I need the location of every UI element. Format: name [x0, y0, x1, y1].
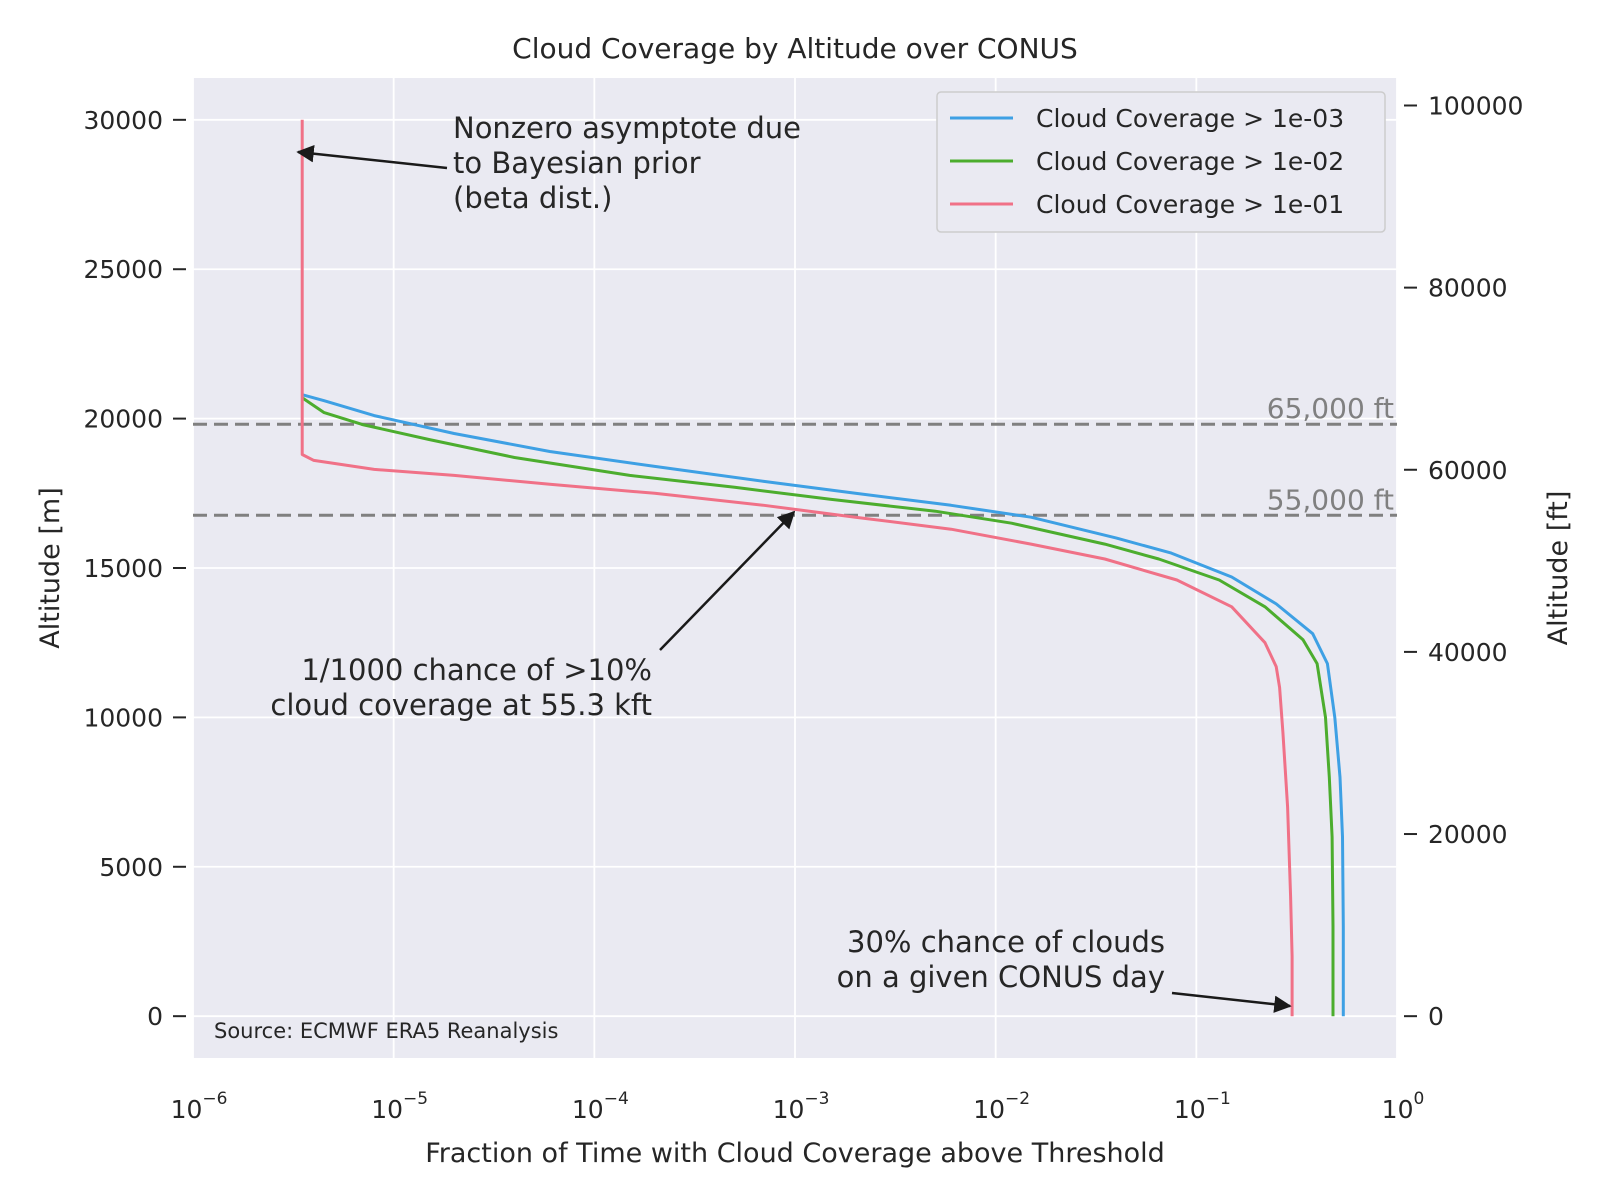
source-note: Source: ECMWF ERA5 Reanalysis: [214, 1019, 558, 1043]
x-tick-base: 10: [572, 1095, 604, 1124]
x-tick-base: 10: [973, 1095, 1005, 1124]
y-tick-label: 30000: [83, 106, 163, 135]
reference-line-label: 55,000 ft: [1267, 483, 1394, 516]
x-tick-label: 10−6: [171, 1089, 228, 1124]
x-axis-title: Fraction of Time with Cloud Coverage abo…: [425, 1138, 1165, 1169]
y-axis-right-title: Altitude [ft]: [1543, 491, 1574, 646]
y-tick-label: 25000: [83, 255, 163, 284]
series-line: [301, 396, 1335, 1017]
x-tick-base: 10: [171, 1095, 203, 1124]
y-right-tick-label: 0: [1428, 1002, 1444, 1031]
x-tick-label: 10−2: [973, 1089, 1030, 1124]
annotation-line: cloud coverage at 55.3 kft: [270, 688, 652, 722]
series-lines: [300, 119, 1345, 1017]
y-tick-label: 15000: [83, 554, 163, 583]
annotation-line: 1/1000 chance of >10%: [301, 653, 652, 687]
y-tick-label: 20000: [83, 405, 163, 434]
annotation-arrow: [659, 510, 796, 651]
series-line: [301, 393, 1345, 1017]
x-tick-exponent: −6: [202, 1089, 227, 1109]
series-line: [300, 119, 1294, 1017]
annotation-text: 30% chance of clouds on a given CONUS day: [837, 925, 1165, 994]
y-tick-label: 0: [147, 1002, 163, 1031]
annotations: 65,000 ft 55,000 ft Nonzero asymptote due t…: [270, 111, 1394, 1013]
y-right-tick-label: 60000: [1428, 456, 1508, 485]
y-right-tick-label: 40000: [1428, 638, 1508, 667]
x-tick-exponent: −5: [403, 1089, 428, 1109]
y-tick-label: 5000: [99, 853, 163, 882]
x-tick-exponent: 0: [1413, 1089, 1424, 1109]
annotation-arrow: [296, 144, 448, 170]
x-tick-label: 10−5: [371, 1089, 428, 1124]
legend-label: Cloud Coverage > 1e-03: [1036, 104, 1344, 133]
reference-line-label: 65,000 ft: [1267, 392, 1394, 425]
y-right-tick-label: 80000: [1428, 274, 1508, 303]
x-tick-base: 10: [1174, 1095, 1206, 1124]
annotation-text: Nonzero asymptote due to Bayesian prior (b…: [453, 111, 801, 215]
y-tick-label: 10000: [83, 703, 163, 732]
x-tick-label: 10−3: [773, 1089, 830, 1124]
legend: Cloud Coverage > 1e-03 Cloud Coverage > 1…: [936, 91, 1386, 233]
y-right-tick-label: 20000: [1428, 820, 1508, 849]
y-axis-title: Altitude [m]: [35, 487, 66, 648]
annotation-arrow: [1171, 991, 1292, 1013]
annotation-line: on a given CONUS day: [837, 960, 1165, 994]
annotation-line: 30% chance of clouds: [847, 925, 1165, 959]
x-tick-label: 10−4: [572, 1089, 629, 1124]
legend-label: Cloud Coverage > 1e-01: [1036, 190, 1344, 219]
annotation-text: 1/1000 chance of >10% cloud coverage at 5…: [270, 653, 652, 722]
x-tick-exponent: −2: [1005, 1089, 1030, 1109]
x-tick-exponent: −1: [1206, 1089, 1231, 1109]
x-tick-label: 10−1: [1174, 1089, 1231, 1124]
x-tick-base: 10: [1382, 1095, 1414, 1124]
y-right-tick-label: 100000: [1428, 91, 1523, 120]
x-tick-base: 10: [371, 1095, 403, 1124]
legend-box: [936, 91, 1386, 233]
y-axis-ticks: 0 5000 10000 15000 20000 25000 30000: [83, 106, 186, 1031]
x-axis-ticks: 10−6 10−5 10−4 10−3 10−2 10−1 100: [171, 1089, 1425, 1124]
annotation-line: Nonzero asymptote due: [453, 111, 801, 145]
x-tick-label: 100: [1382, 1089, 1425, 1124]
x-tick-exponent: −3: [804, 1089, 829, 1109]
annotation-line: (beta dist.): [453, 181, 612, 215]
grid-lines: [192, 78, 1398, 1058]
y-axis-right-ticks: 0 20000 40000 60000 80000 100000: [1404, 91, 1523, 1031]
x-tick-exponent: −4: [604, 1089, 629, 1109]
chart-title: Cloud Coverage by Altitude over CONUS: [512, 32, 1078, 65]
annotation-line: to Bayesian prior: [453, 146, 701, 180]
x-tick-base: 10: [773, 1095, 805, 1124]
legend-label: Cloud Coverage > 1e-02: [1036, 147, 1344, 176]
